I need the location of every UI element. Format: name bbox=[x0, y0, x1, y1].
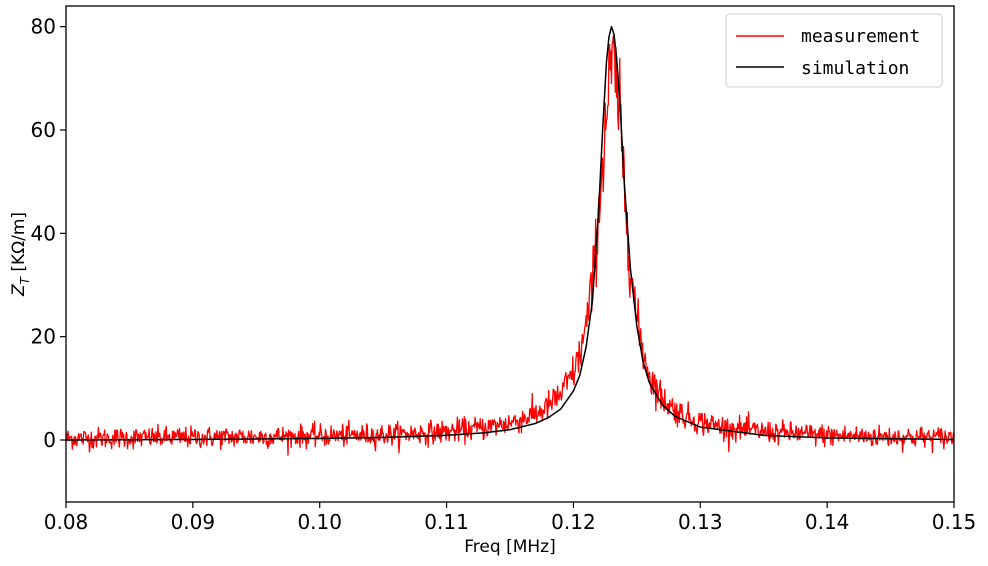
y-axis-label: ZT [KΩ/m] bbox=[9, 212, 32, 297]
legend-label-simulation: simulation bbox=[801, 58, 909, 79]
series-layer bbox=[66, 25, 954, 456]
y-axis-label-sub: T bbox=[18, 275, 32, 284]
x-tick-label: 0.15 bbox=[932, 510, 977, 534]
y-tick-label: 40 bbox=[31, 221, 56, 245]
y-axis-label-unit: [KΩ/m] bbox=[9, 212, 29, 277]
y-axis-label-main: Z bbox=[9, 284, 29, 297]
x-tick-label: 0.13 bbox=[678, 510, 723, 534]
legend-label-measurement: measurement bbox=[801, 26, 920, 47]
x-tick-label: 0.14 bbox=[805, 510, 850, 534]
x-tick-label: 0.11 bbox=[424, 510, 469, 534]
y-tick-label: 20 bbox=[31, 325, 56, 349]
y-tick-label: 80 bbox=[31, 15, 56, 39]
plot-frame bbox=[65, 5, 955, 503]
legend: measurement simulation bbox=[725, 13, 943, 88]
x-axis-label: Freq [MHz] bbox=[464, 537, 555, 557]
x-tick-label: 0.08 bbox=[44, 510, 89, 534]
ticks-layer: 0.08 0.09 0.10 0.11 0.12 0.13 0.14 0.15 0 20 40 60 8… bbox=[31, 15, 977, 534]
series-line-simulation bbox=[66, 25, 954, 441]
y-tick-label: 60 bbox=[31, 118, 56, 142]
x-tick-label: 0.12 bbox=[551, 510, 596, 534]
x-tick-label: 0.09 bbox=[171, 510, 216, 534]
series-line-measurement bbox=[66, 35, 954, 456]
y-tick-label: 0 bbox=[43, 428, 56, 452]
x-tick-label: 0.10 bbox=[297, 510, 342, 534]
legend-box bbox=[725, 13, 943, 88]
